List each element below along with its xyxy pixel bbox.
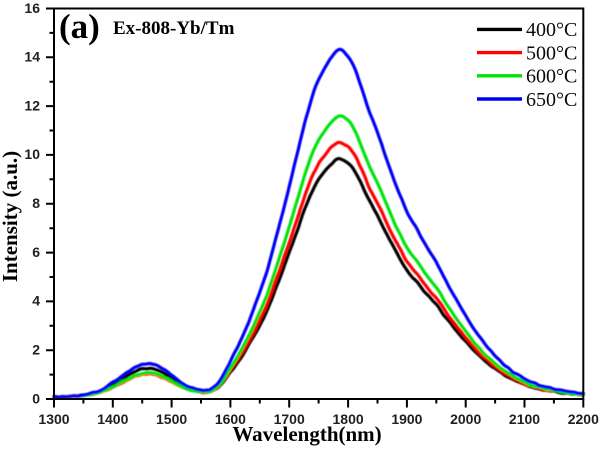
svg-text:1300: 1300	[38, 411, 69, 427]
svg-text:0: 0	[32, 390, 40, 406]
svg-text:8: 8	[32, 195, 40, 211]
svg-text:1900: 1900	[391, 411, 422, 427]
svg-text:(a): (a)	[59, 7, 100, 46]
svg-text:Ex-808-Yb/Tm: Ex-808-Yb/Tm	[113, 18, 235, 39]
svg-text:1700: 1700	[274, 411, 305, 427]
svg-text:Wavelength(nm): Wavelength(nm)	[232, 422, 381, 446]
svg-text:2: 2	[32, 342, 40, 358]
svg-text:12: 12	[24, 97, 40, 113]
svg-text:500°C: 500°C	[526, 42, 577, 64]
svg-text:1800: 1800	[333, 411, 364, 427]
svg-text:10: 10	[24, 146, 40, 162]
svg-text:1500: 1500	[156, 411, 187, 427]
svg-text:16: 16	[24, 0, 40, 16]
svg-text:2200: 2200	[568, 411, 599, 427]
svg-text:1600: 1600	[215, 411, 246, 427]
svg-text:14: 14	[24, 49, 40, 65]
svg-text:6: 6	[32, 244, 40, 260]
svg-text:400°C: 400°C	[526, 19, 577, 41]
svg-text:2100: 2100	[509, 411, 540, 427]
svg-text:1400: 1400	[97, 411, 128, 427]
svg-text:600°C: 600°C	[526, 66, 577, 88]
svg-text:2000: 2000	[450, 411, 481, 427]
svg-text:650°C: 650°C	[526, 89, 577, 111]
svg-text:Intensity (a.u.): Intensity (a.u.)	[0, 151, 22, 282]
svg-text:4: 4	[32, 293, 40, 309]
